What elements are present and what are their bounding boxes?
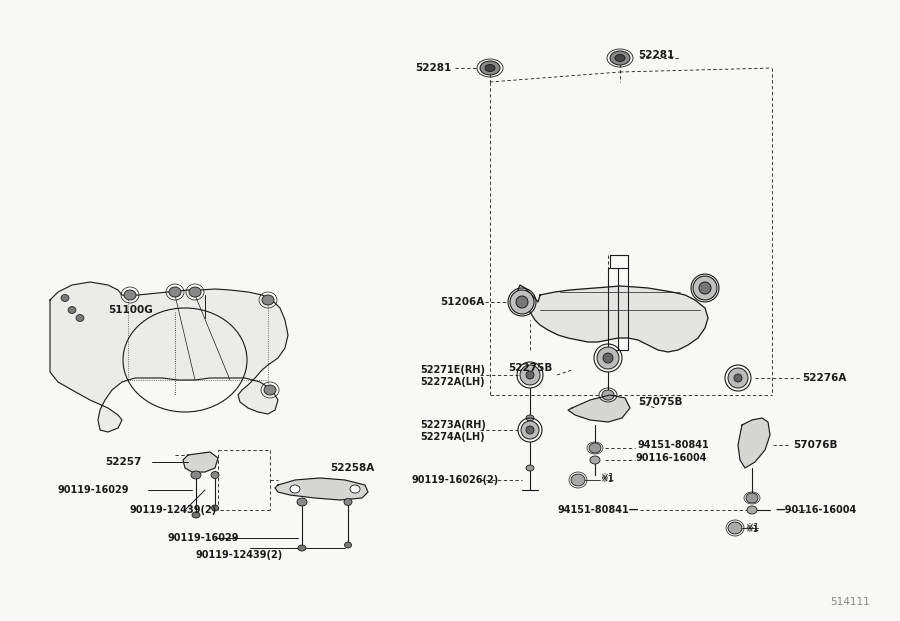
Polygon shape — [183, 452, 218, 472]
Ellipse shape — [68, 307, 76, 314]
Text: 52281: 52281 — [415, 63, 451, 73]
Ellipse shape — [602, 390, 614, 400]
Ellipse shape — [521, 421, 539, 439]
Polygon shape — [568, 395, 630, 422]
Ellipse shape — [189, 287, 201, 297]
Polygon shape — [738, 418, 770, 468]
Text: 52281: 52281 — [638, 50, 674, 60]
Text: 51206A: 51206A — [440, 297, 484, 307]
Text: 52272A(LH): 52272A(LH) — [420, 377, 484, 387]
Ellipse shape — [485, 65, 495, 71]
Ellipse shape — [615, 55, 625, 61]
Ellipse shape — [290, 485, 300, 493]
Text: 52274A(LH): 52274A(LH) — [420, 432, 484, 442]
Text: —90116-16004: —90116-16004 — [775, 505, 856, 515]
Ellipse shape — [728, 368, 748, 388]
Ellipse shape — [520, 365, 540, 385]
Text: 52276A: 52276A — [802, 373, 846, 383]
Ellipse shape — [345, 542, 352, 548]
Text: 514111: 514111 — [830, 597, 870, 607]
Ellipse shape — [526, 465, 534, 471]
Ellipse shape — [590, 456, 600, 464]
Ellipse shape — [76, 314, 84, 322]
Text: 90119-16029: 90119-16029 — [58, 485, 130, 495]
Text: 90116-16004: 90116-16004 — [635, 453, 706, 463]
Text: 52273A(RH): 52273A(RH) — [420, 420, 486, 430]
Text: 51100G: 51100G — [108, 305, 153, 315]
Ellipse shape — [350, 485, 360, 493]
Ellipse shape — [264, 385, 276, 395]
Ellipse shape — [211, 471, 219, 479]
Ellipse shape — [480, 61, 500, 75]
Ellipse shape — [191, 471, 201, 479]
Ellipse shape — [699, 282, 711, 294]
Text: 57076B: 57076B — [793, 440, 838, 450]
Ellipse shape — [516, 296, 528, 308]
Ellipse shape — [693, 276, 717, 300]
Text: 52258A: 52258A — [330, 463, 374, 473]
Ellipse shape — [526, 426, 534, 434]
Ellipse shape — [734, 374, 742, 382]
Ellipse shape — [571, 474, 585, 486]
Ellipse shape — [212, 505, 219, 511]
Text: 90119-12439(2): 90119-12439(2) — [195, 550, 283, 560]
Ellipse shape — [746, 493, 758, 503]
Ellipse shape — [610, 51, 630, 65]
Ellipse shape — [728, 522, 742, 534]
Ellipse shape — [510, 290, 534, 314]
Ellipse shape — [169, 287, 181, 297]
Text: 90119-16029: 90119-16029 — [168, 533, 239, 543]
Ellipse shape — [747, 506, 757, 514]
Ellipse shape — [526, 371, 534, 379]
Polygon shape — [50, 282, 288, 432]
Ellipse shape — [589, 443, 601, 453]
Text: 52275B: 52275B — [508, 363, 553, 373]
Text: 52257: 52257 — [105, 457, 141, 467]
Ellipse shape — [344, 499, 352, 505]
Ellipse shape — [297, 498, 307, 506]
Text: ※1: ※1 — [745, 525, 758, 535]
Ellipse shape — [597, 347, 619, 369]
Ellipse shape — [61, 294, 69, 302]
Ellipse shape — [526, 415, 534, 421]
Ellipse shape — [603, 353, 613, 363]
Text: 57075B: 57075B — [638, 397, 682, 407]
Text: ※1: ※1 — [600, 473, 614, 483]
Text: 94151-80841: 94151-80841 — [638, 440, 710, 450]
Text: 90119-12439(2): 90119-12439(2) — [130, 505, 217, 515]
Ellipse shape — [124, 290, 136, 300]
Ellipse shape — [298, 545, 306, 551]
Ellipse shape — [262, 295, 274, 305]
Text: ※1: ※1 — [745, 523, 760, 533]
Text: 52271E(RH): 52271E(RH) — [420, 365, 485, 375]
Text: 90119-16026(2): 90119-16026(2) — [412, 475, 500, 485]
Text: ※1: ※1 — [600, 476, 613, 484]
Text: 94151-80841—: 94151-80841— — [558, 505, 640, 515]
Polygon shape — [275, 478, 368, 500]
Polygon shape — [518, 285, 708, 352]
Ellipse shape — [192, 512, 200, 518]
